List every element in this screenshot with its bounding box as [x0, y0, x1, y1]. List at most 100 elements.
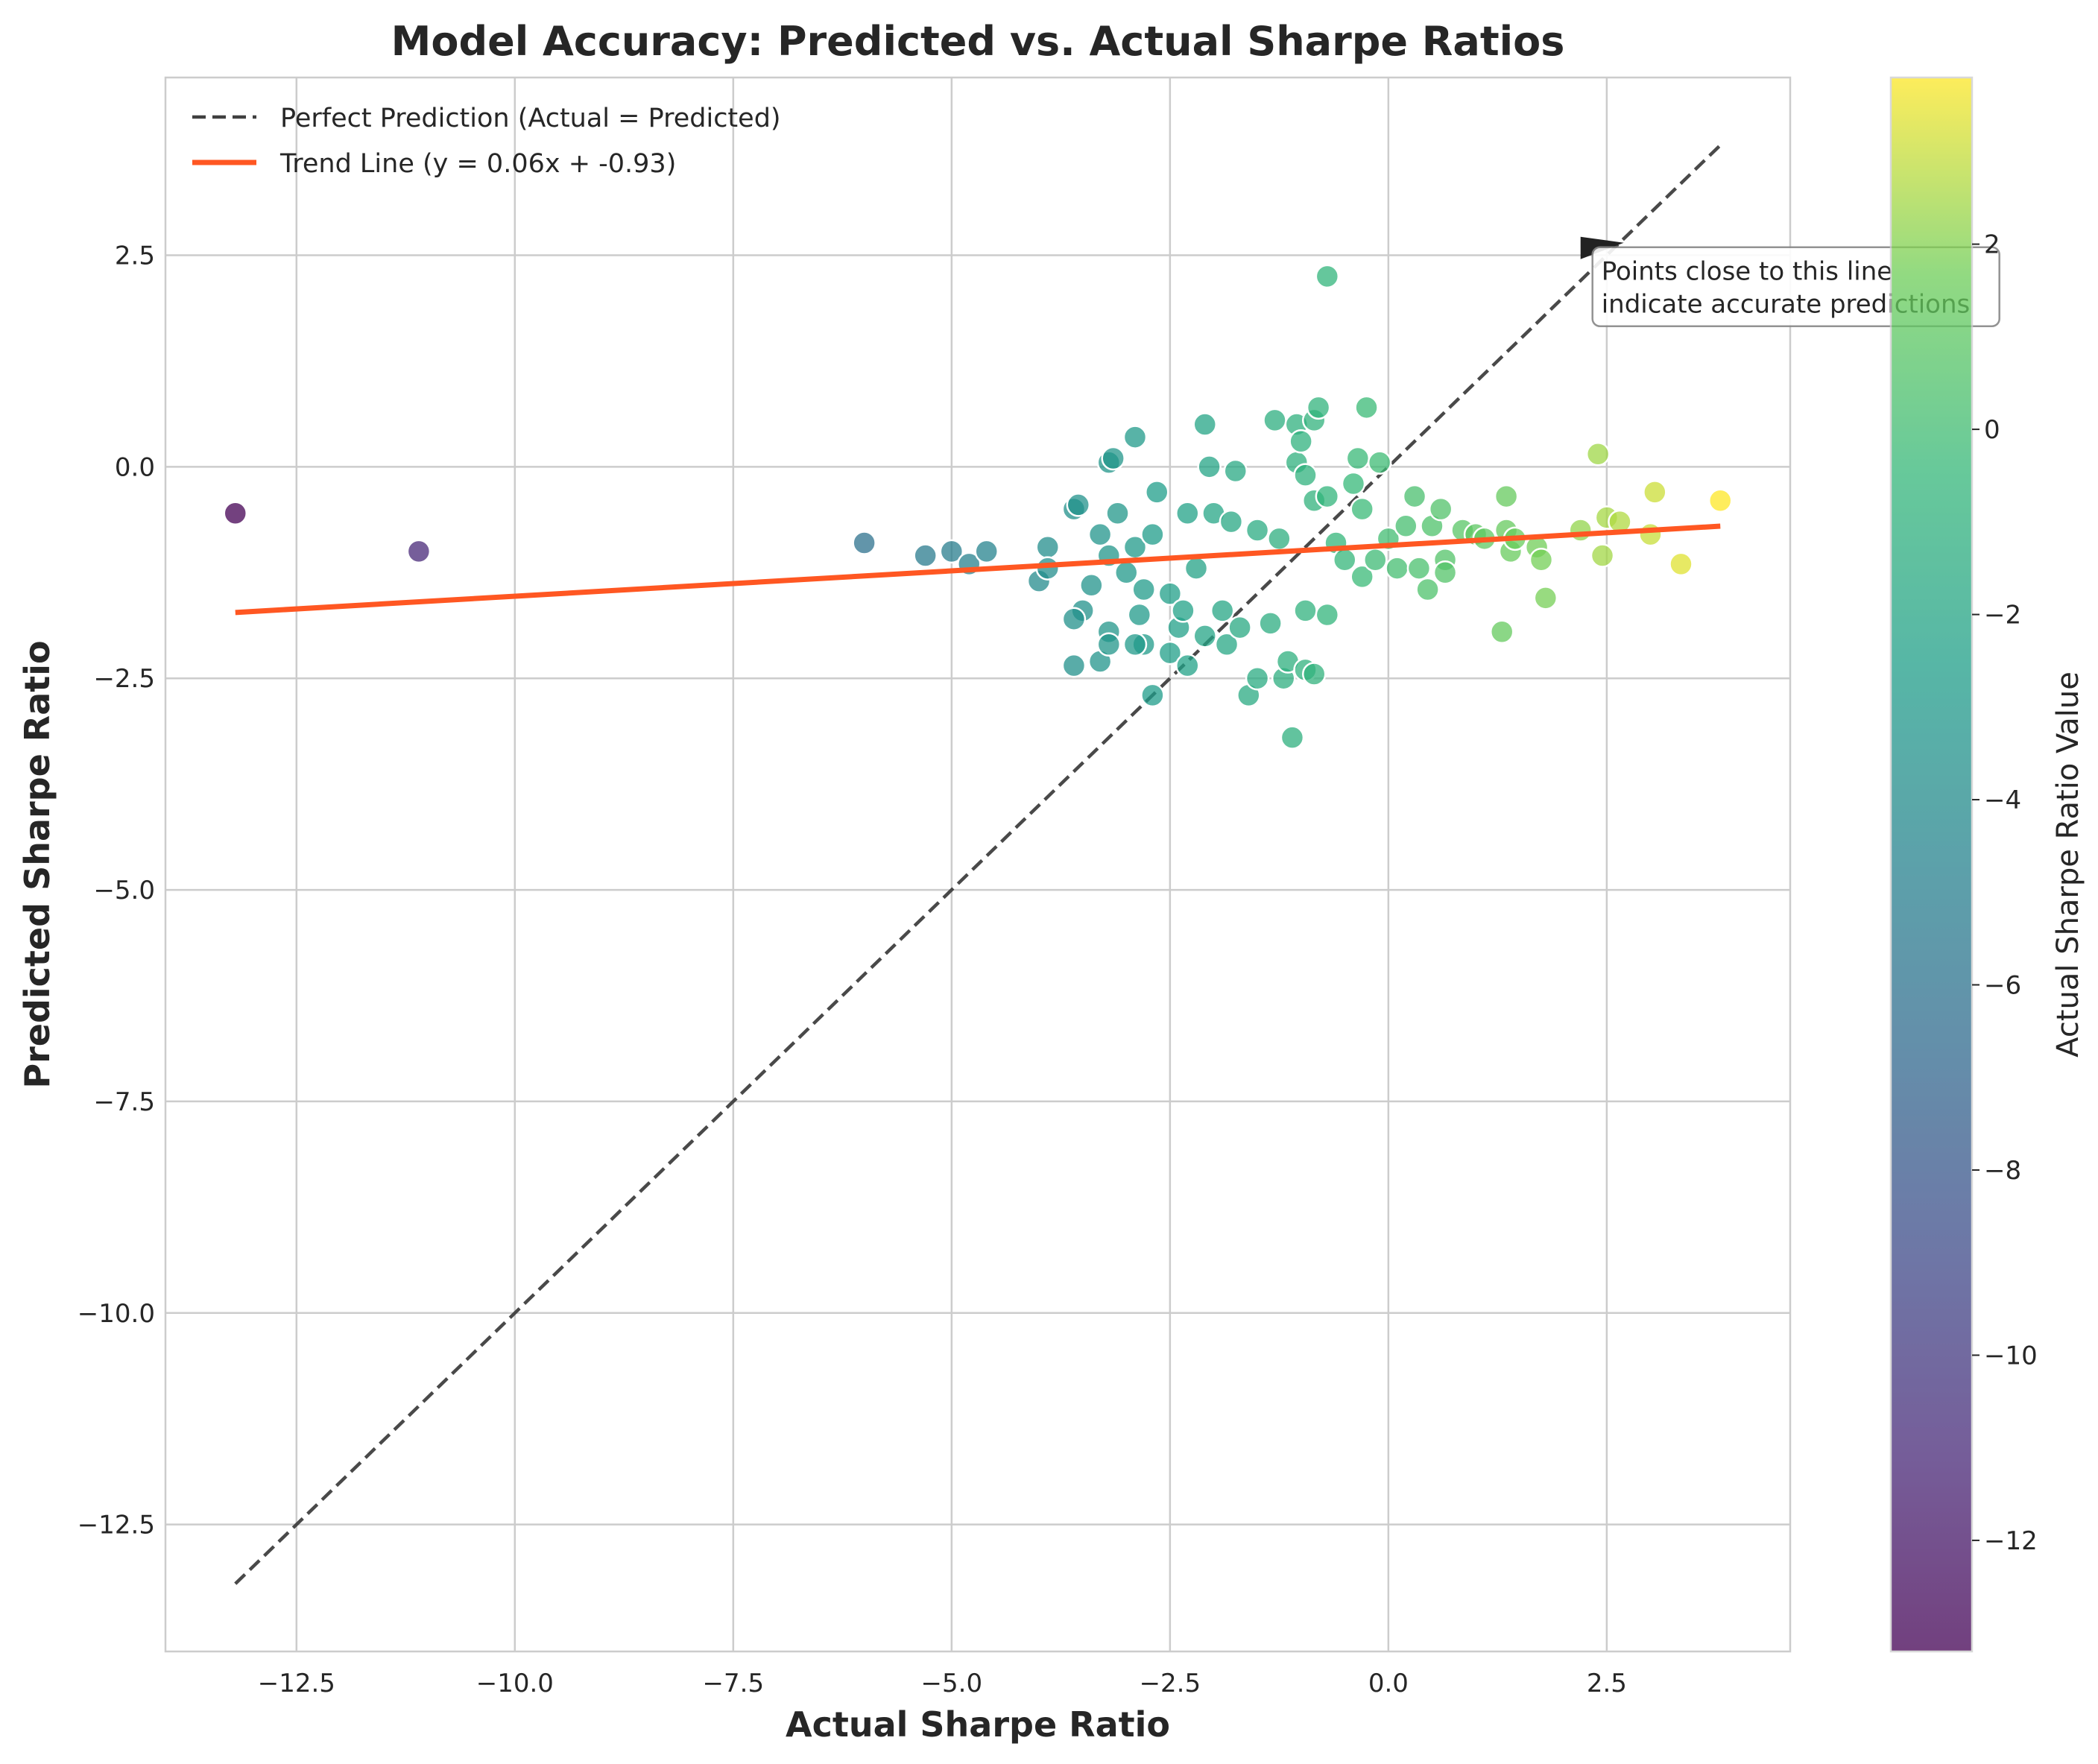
data-point [939, 539, 964, 564]
grid-lines [165, 78, 1790, 1651]
data-point [1367, 450, 1392, 475]
legend: Perfect Prediction (Actual = Predicted) … [192, 104, 781, 179]
data-point [1428, 496, 1453, 522]
scatter-points [223, 264, 1733, 750]
data-point [1394, 513, 1418, 539]
data-point [1096, 632, 1122, 657]
data-point [1350, 564, 1374, 589]
data-point [1315, 602, 1340, 627]
colorbar-tick-label: 2 [1984, 230, 2000, 260]
data-point [1363, 547, 1388, 572]
y-tick-label: −12.5 [78, 1511, 155, 1540]
chart-title: Model Accuracy: Predicted vs. Actual Sha… [391, 18, 1565, 65]
data-point [1415, 577, 1440, 602]
perfect-prediction-line [234, 144, 1722, 1585]
data-point [1035, 534, 1061, 560]
data-point [1145, 480, 1169, 505]
data-point [1122, 632, 1148, 657]
data-point [1157, 581, 1183, 606]
data-point [1489, 619, 1514, 644]
y-tick-label: −5.0 [93, 876, 155, 905]
data-point [1385, 556, 1409, 581]
y-axis-ticks: 2.5 0.0 −2.5 −5.0 −7.5 −10.0 −12.5 [78, 241, 155, 1540]
data-point [1406, 556, 1432, 581]
data-point [1345, 446, 1371, 471]
data-point [1293, 463, 1318, 487]
data-point [1171, 598, 1195, 623]
data-point [1061, 607, 1087, 631]
data-point [1494, 484, 1519, 509]
y-tick-label: −10.0 [78, 1299, 155, 1329]
legend-label-trend: Trend Line (y = 0.06x + -0.93) [279, 149, 676, 179]
data-point [1638, 522, 1663, 547]
y-tick-label: −2.5 [93, 664, 155, 694]
data-point [1354, 395, 1379, 420]
x-axis-label: Actual Sharpe Ratio [786, 1704, 1170, 1745]
data-point [1707, 488, 1733, 513]
y-tick-label: 0.0 [115, 452, 155, 482]
data-point [1585, 442, 1611, 467]
data-point [1533, 586, 1558, 610]
data-point [1061, 653, 1087, 678]
data-point [1192, 412, 1217, 437]
x-tick-label: −5.0 [921, 1669, 983, 1698]
data-point [1197, 455, 1222, 479]
x-tick-label: −12.5 [258, 1669, 335, 1698]
data-point [1157, 640, 1183, 666]
data-point [1529, 547, 1554, 572]
colorbar-tick-label: −6 [1984, 971, 2021, 1001]
data-point [1432, 560, 1458, 585]
trend-line [235, 523, 1721, 616]
data-point [1066, 493, 1091, 517]
data-point [974, 539, 999, 564]
data-point [1333, 547, 1357, 572]
data-point [1590, 543, 1615, 568]
annotation-text-line-1: Points close to this line [1602, 257, 1892, 287]
data-point [1263, 408, 1287, 433]
data-point [1113, 560, 1139, 585]
data-point [1315, 484, 1340, 509]
data-point [1131, 577, 1156, 602]
data-point [913, 543, 938, 568]
data-point [1293, 598, 1318, 623]
data-point [1184, 556, 1209, 581]
data-point [406, 539, 432, 564]
data-point [1214, 632, 1239, 657]
data-point [1245, 518, 1270, 543]
colorbar [1889, 76, 1974, 1653]
data-point [1280, 725, 1305, 750]
legend-label-perfect: Perfect Prediction (Actual = Predicted) [280, 104, 781, 133]
data-point [1568, 518, 1593, 543]
x-axis-ticks: −12.5 −10.0 −7.5 −5.0 −2.5 0.0 2.5 [258, 1669, 1627, 1698]
colorbar-label: Actual Sharpe Ratio Value [2051, 671, 2085, 1058]
data-point [223, 501, 248, 526]
data-point [1122, 425, 1148, 449]
data-point [1140, 522, 1165, 547]
y-tick-label: −7.5 [93, 1087, 155, 1117]
data-point [1315, 264, 1340, 289]
data-point [852, 531, 876, 555]
data-point [1219, 509, 1244, 534]
data-point [1105, 501, 1130, 526]
colorbar-tick-label: −12 [1984, 1526, 2038, 1556]
data-point [1210, 598, 1235, 623]
data-point [1223, 458, 1248, 484]
data-point [1227, 615, 1252, 640]
y-tick-label: 2.5 [115, 241, 155, 271]
colorbar-tick-label: −10 [1984, 1341, 2038, 1371]
data-point [1245, 666, 1270, 691]
data-point [1175, 501, 1200, 526]
data-point [1175, 653, 1200, 678]
data-point [1402, 484, 1427, 509]
data-point [1087, 522, 1113, 547]
data-point [1643, 480, 1667, 505]
x-tick-label: −2.5 [1140, 1669, 1201, 1698]
data-point [1341, 471, 1366, 496]
data-point [1306, 395, 1331, 420]
data-point [1140, 683, 1165, 708]
colorbar-ticks: 2 0 −2 −4 −6 −8 −10 −12 [1972, 230, 2038, 1556]
data-point [1350, 496, 1374, 522]
data-point [1127, 602, 1152, 627]
colorbar-tick-label: −8 [1984, 1156, 2021, 1186]
